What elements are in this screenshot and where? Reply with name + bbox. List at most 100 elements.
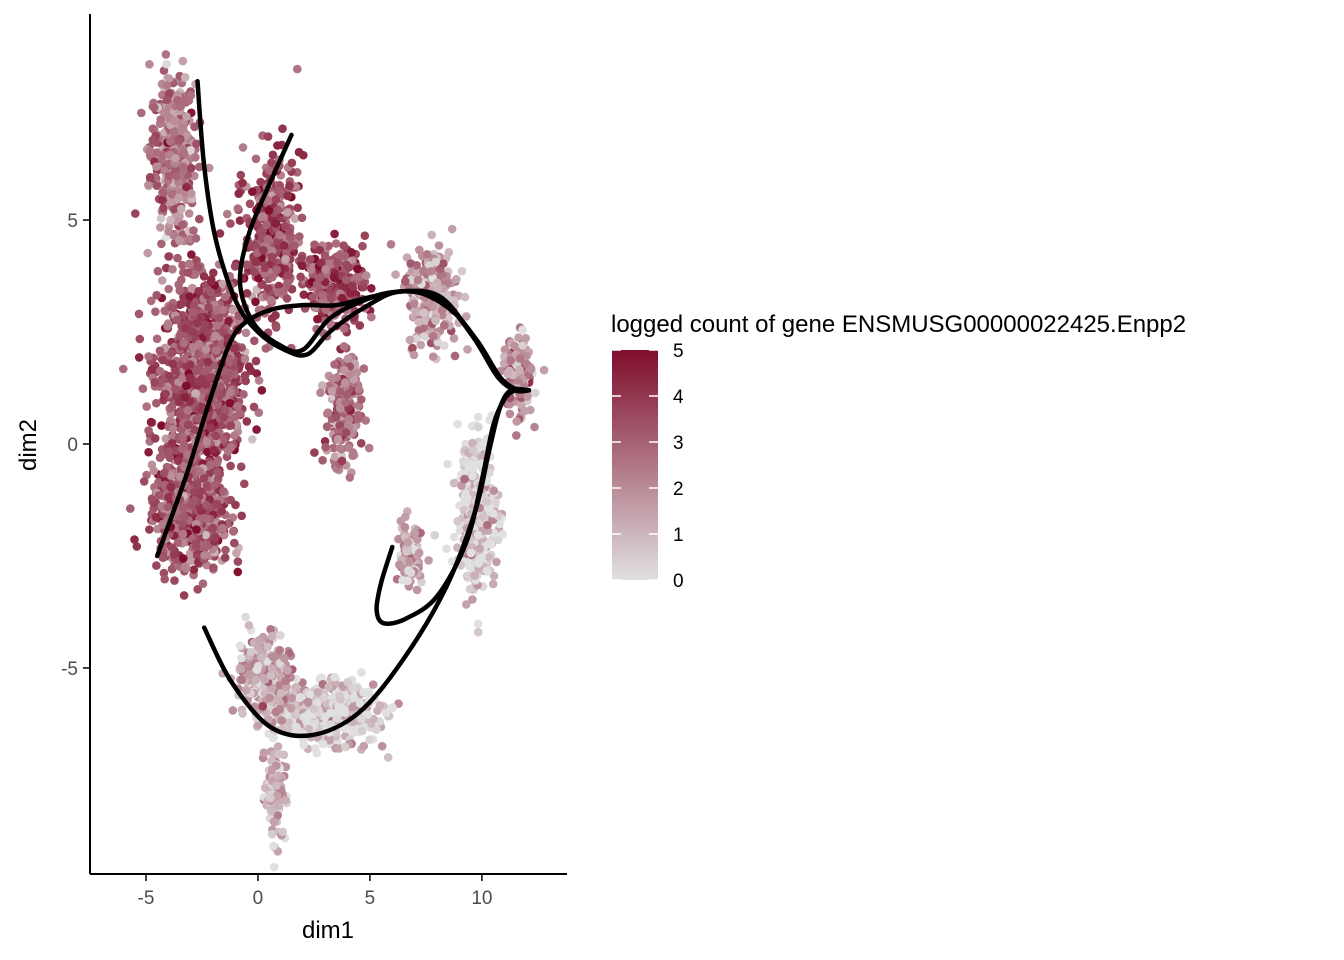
cell-point — [271, 195, 281, 204]
cell-point — [450, 351, 460, 361]
cell-point — [331, 239, 341, 248]
cell-point — [466, 548, 476, 558]
cell-point — [178, 56, 188, 66]
cell-point — [413, 275, 423, 285]
cell-point — [154, 491, 164, 500]
cell-point — [233, 401, 242, 411]
cell-point — [179, 554, 188, 563]
cell-point — [327, 386, 337, 396]
cell-point — [145, 173, 155, 182]
cell-point — [244, 670, 254, 680]
cell-point — [240, 354, 250, 364]
cell-point — [318, 456, 327, 465]
legend-colorbar — [612, 350, 658, 580]
cell-point — [212, 306, 221, 316]
cell-point — [209, 563, 218, 572]
cell-point — [416, 340, 426, 350]
cell-point — [238, 143, 248, 152]
cell-point — [268, 272, 277, 282]
cell-point — [156, 214, 166, 223]
cell-point — [138, 384, 148, 394]
x-axis-title: dim1 — [302, 917, 354, 944]
cell-point — [275, 705, 285, 714]
cell-point — [144, 426, 153, 435]
cell-point — [193, 319, 202, 328]
cell-point — [213, 400, 223, 409]
cell-point — [358, 241, 367, 251]
cell-point — [295, 232, 304, 241]
cell-point — [194, 377, 203, 386]
cell-point — [406, 568, 416, 577]
cell-point — [206, 460, 215, 470]
cell-point — [172, 171, 181, 181]
cell-point — [168, 424, 178, 434]
cell-point — [251, 675, 261, 685]
cell-point — [161, 389, 170, 399]
cell-point — [152, 334, 162, 344]
cell-point — [309, 704, 319, 714]
cell-point — [190, 425, 200, 435]
cell-point — [442, 544, 451, 553]
cell-point — [269, 733, 278, 743]
cell-point — [173, 253, 182, 263]
cell-point — [251, 297, 260, 307]
cell-point — [189, 565, 199, 574]
cell-point — [162, 95, 172, 105]
cell-point — [312, 280, 322, 289]
cell-point — [294, 147, 304, 157]
cell-point — [212, 321, 222, 331]
cell-point — [195, 214, 204, 224]
cell-point — [449, 334, 459, 343]
cell-point — [462, 600, 471, 609]
cell-point — [167, 348, 176, 358]
cell-point — [242, 260, 252, 270]
cell-point — [318, 739, 328, 749]
cell-point — [206, 288, 216, 297]
cell-point — [204, 163, 214, 173]
cell-point — [473, 530, 483, 540]
cell-point — [518, 325, 527, 335]
cell-point — [324, 682, 334, 692]
cell-point — [283, 278, 292, 288]
cell-point — [198, 579, 208, 588]
cell-point — [414, 317, 424, 327]
cell-point — [146, 296, 156, 306]
cell-point — [322, 422, 332, 431]
cell-point — [257, 386, 267, 395]
cell-point — [144, 352, 153, 361]
cell-point — [224, 316, 233, 326]
cell-point — [414, 548, 424, 558]
cell-point — [246, 647, 256, 657]
cell-point — [271, 323, 281, 332]
cell-point — [137, 108, 146, 118]
cell-point — [237, 511, 246, 521]
cell-point — [160, 574, 169, 584]
cell-point — [200, 473, 209, 483]
cell-point — [218, 305, 228, 315]
cell-point — [305, 690, 315, 699]
cell-point — [401, 277, 410, 286]
cell-point — [226, 387, 235, 397]
cell-point — [257, 212, 266, 222]
cell-point — [518, 341, 527, 351]
cell-point — [330, 360, 339, 369]
cell-point — [167, 190, 176, 199]
cell-point — [200, 551, 209, 560]
cell-point — [229, 343, 239, 353]
cell-point — [228, 706, 238, 715]
cell-point — [167, 564, 177, 574]
cell-point — [299, 740, 309, 750]
cell-point — [164, 252, 173, 261]
cell-point — [188, 343, 198, 352]
cell-point — [178, 433, 188, 442]
legend-tick-label: 1 — [673, 525, 684, 546]
cell-point — [277, 716, 287, 725]
cell-point — [333, 434, 343, 444]
cell-point — [164, 171, 174, 181]
cell-point — [344, 420, 353, 430]
cell-point — [275, 230, 284, 240]
cell-point — [506, 356, 516, 365]
cell-point — [185, 373, 195, 383]
cell-point — [226, 219, 235, 228]
cell-point — [337, 456, 347, 466]
